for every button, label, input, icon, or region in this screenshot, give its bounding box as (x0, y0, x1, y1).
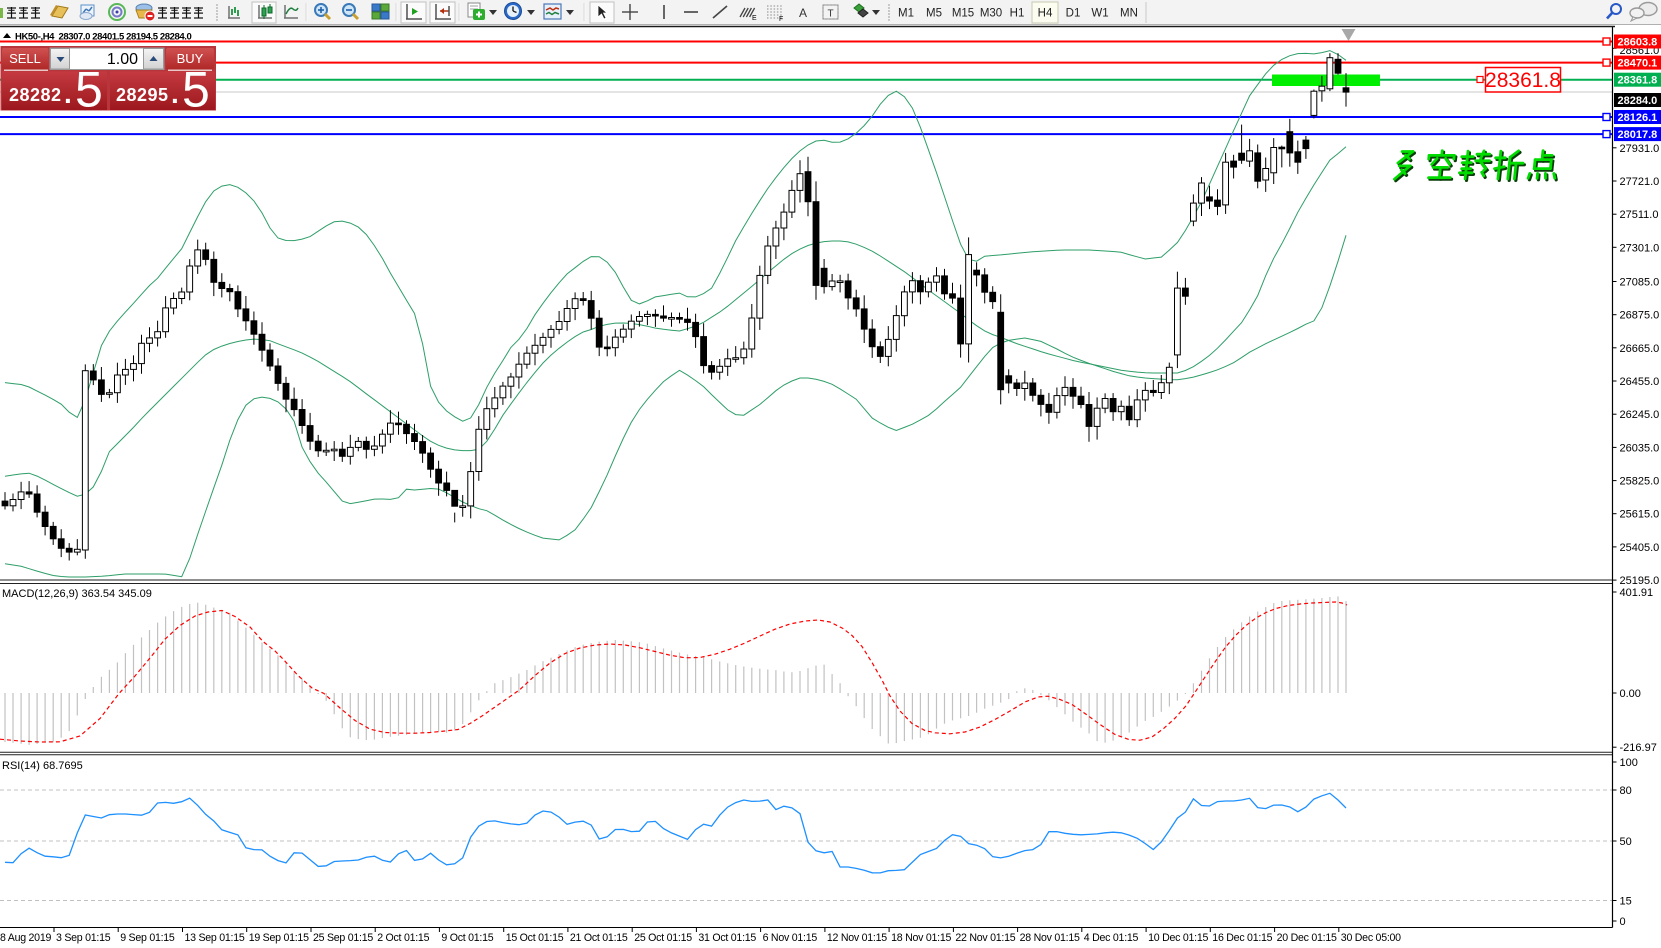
svg-text:26665.0: 26665.0 (1620, 343, 1660, 355)
svg-text:28295: 28295 (116, 85, 169, 105)
svg-text:26245.0: 26245.0 (1620, 409, 1660, 421)
svg-text:31 Oct 01:15: 31 Oct 01:15 (698, 932, 756, 944)
svg-text:0.00: 0.00 (1620, 688, 1641, 700)
svg-text:28284.0: 28284.0 (1618, 95, 1658, 107)
svg-text:25405.0: 25405.0 (1620, 542, 1660, 554)
svg-text:9 Sep 01:15: 9 Sep 01:15 (120, 932, 175, 944)
svg-text:25195.0: 25195.0 (1620, 575, 1660, 587)
svg-text:28603.8: 28603.8 (1618, 37, 1658, 49)
svg-text:E: E (752, 15, 757, 22)
svg-text:27085.0: 27085.0 (1620, 277, 1660, 289)
svg-text:MACD(12,26,9) 363.54 345.09: MACD(12,26,9) 363.54 345.09 (2, 588, 152, 600)
svg-text:25615.0: 25615.0 (1620, 509, 1660, 521)
svg-text:MN: MN (1120, 8, 1138, 20)
svg-text:9 Oct 01:15: 9 Oct 01:15 (441, 932, 493, 944)
svg-text:27511.0: 27511.0 (1620, 209, 1659, 221)
svg-text:25 Sep 01:15: 25 Sep 01:15 (313, 932, 373, 944)
svg-text:M5: M5 (926, 8, 942, 20)
svg-text:1.00: 1.00 (107, 51, 138, 68)
svg-text:12 Nov 01:15: 12 Nov 01:15 (827, 932, 887, 944)
svg-text:28470.1: 28470.1 (1618, 58, 1658, 70)
svg-text:T: T (827, 9, 833, 20)
svg-text:RSI(14) 68.7695: RSI(14) 68.7695 (2, 760, 83, 772)
svg-text:18 Nov 01:15: 18 Nov 01:15 (891, 932, 951, 944)
svg-text:26035.0: 26035.0 (1620, 442, 1660, 454)
svg-text:27721.0: 27721.0 (1620, 176, 1660, 188)
svg-text:21 Oct 01:15: 21 Oct 01:15 (570, 932, 628, 944)
svg-text:5: 5 (182, 62, 210, 118)
svg-text:16 Dec 01:15: 16 Dec 01:15 (1212, 932, 1272, 944)
svg-text:25 Oct 01:15: 25 Oct 01:15 (634, 932, 692, 944)
svg-text:28282: 28282 (9, 85, 62, 105)
svg-text:28 Nov 01:15: 28 Nov 01:15 (1020, 932, 1080, 944)
svg-text:W1: W1 (1091, 8, 1108, 20)
svg-text:-216.97: -216.97 (1620, 742, 1657, 754)
svg-text:A: A (799, 6, 807, 20)
svg-text:3 Sep 01:15: 3 Sep 01:15 (56, 932, 111, 944)
svg-text:M30: M30 (980, 8, 1002, 20)
svg-text:25825.0: 25825.0 (1620, 476, 1660, 488)
svg-text:26455.0: 26455.0 (1620, 376, 1660, 388)
svg-text:100: 100 (1620, 757, 1638, 769)
svg-text:15 Oct 01:15: 15 Oct 01:15 (506, 932, 564, 944)
svg-text:M1: M1 (898, 8, 914, 20)
svg-text:4 Dec 01:15: 4 Dec 01:15 (1084, 932, 1139, 944)
svg-text:F: F (779, 16, 783, 23)
svg-text:D1: D1 (1066, 8, 1081, 20)
svg-text:HK50-,H4 28307.0 28401.5 2819: HK50-,H4 28307.0 28401.5 28194.5 28284.0 (15, 32, 192, 43)
svg-text:401.91: 401.91 (1620, 587, 1654, 599)
svg-text:BUY: BUY (177, 51, 204, 66)
svg-text:19 Sep 01:15: 19 Sep 01:15 (249, 932, 309, 944)
svg-text:20 Dec 01:15: 20 Dec 01:15 (1277, 932, 1337, 944)
svg-text:13 Sep 01:15: 13 Sep 01:15 (185, 932, 245, 944)
svg-text:26875.0: 26875.0 (1620, 310, 1660, 322)
svg-text:28017.8: 28017.8 (1618, 129, 1658, 141)
svg-text:50: 50 (1620, 836, 1632, 848)
svg-text:28361.8: 28361.8 (1618, 75, 1658, 87)
svg-text:6 Nov 01:15: 6 Nov 01:15 (763, 932, 818, 944)
svg-text:H1: H1 (1010, 8, 1025, 20)
svg-text:27301.0: 27301.0 (1620, 242, 1660, 254)
svg-text:0: 0 (1620, 916, 1626, 928)
svg-text:27931.0: 27931.0 (1620, 143, 1660, 155)
svg-text:M15: M15 (952, 8, 974, 20)
svg-text:80: 80 (1620, 785, 1632, 797)
svg-text:28126.1: 28126.1 (1618, 112, 1658, 124)
svg-text:15: 15 (1620, 896, 1632, 908)
svg-text:10 Dec 01:15: 10 Dec 01:15 (1148, 932, 1208, 944)
svg-text:8 Aug 2019: 8 Aug 2019 (0, 932, 51, 944)
svg-text:2 Oct 01:15: 2 Oct 01:15 (377, 932, 429, 944)
svg-text:5: 5 (75, 62, 103, 118)
svg-text:SELL: SELL (9, 51, 41, 66)
svg-text:.: . (64, 78, 72, 109)
svg-text:28361.8: 28361.8 (1485, 69, 1561, 92)
svg-text:30 Dec 05:00: 30 Dec 05:00 (1341, 932, 1401, 944)
svg-text:H4: H4 (1038, 8, 1053, 20)
svg-text:.: . (171, 78, 179, 109)
svg-text:22 Nov 01:15: 22 Nov 01:15 (955, 932, 1015, 944)
